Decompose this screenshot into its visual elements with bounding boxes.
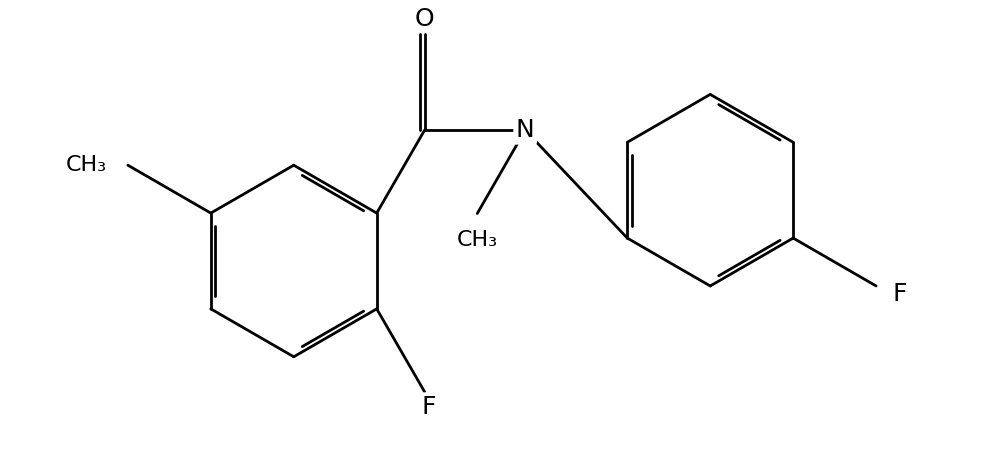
Text: F: F [421,395,435,419]
Text: N: N [516,118,534,142]
Text: CH₃: CH₃ [456,230,497,250]
Text: CH₃: CH₃ [66,155,107,175]
Text: F: F [892,282,907,306]
Text: O: O [414,8,434,31]
